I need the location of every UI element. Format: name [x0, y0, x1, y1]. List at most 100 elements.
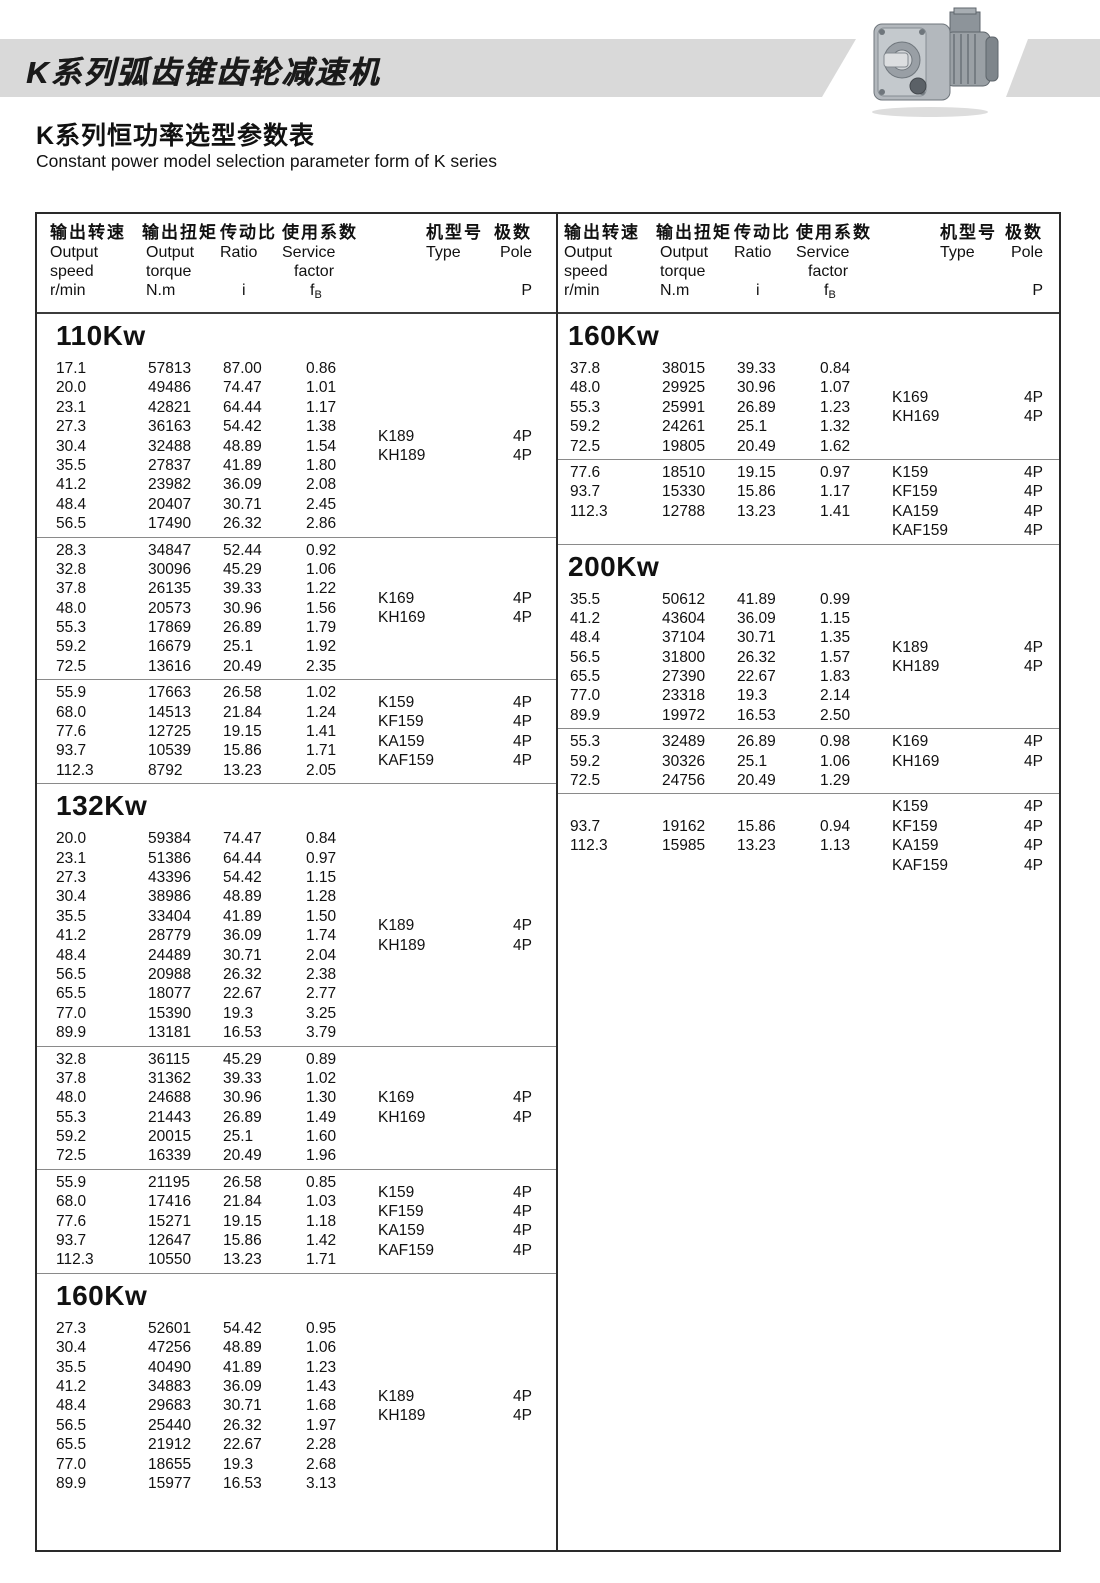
output-speed-value: 89.9: [56, 1474, 87, 1492]
ratio-value: 19.15: [737, 463, 776, 481]
header-factor-en2: factor: [294, 263, 335, 280]
data-block: 27.3 52601 54.42 0.95 30.4 47256 48.89 1.06 35.5…: [37, 1316, 556, 1497]
table-row: 77.0 15390 19.3 3.25: [50, 1004, 376, 1023]
service-factor-value: 1.13: [820, 837, 851, 855]
data-rows: 93.7 19162 15.86 0.94 112.3 15985 13.23 1.13: [564, 817, 890, 856]
type-row: K189 4P: [890, 638, 1059, 657]
output-speed-value: 93.7: [56, 742, 87, 760]
ratio-value: 45.29: [223, 560, 262, 578]
type-row: K159 4P: [376, 1183, 556, 1202]
type-name: K169: [378, 1089, 415, 1107]
output-torque-value: 28779: [148, 927, 192, 945]
table-row: 112.3 15985 13.23 1.13: [564, 836, 890, 855]
page-subtitle: Constant power model selection parameter…: [36, 151, 498, 171]
ratio-value: 48.89: [223, 888, 262, 906]
table-row: 55.3 21443 26.89 1.49: [50, 1108, 376, 1127]
output-speed-value: 17.1: [56, 360, 87, 377]
header-ratio-unit: i: [756, 282, 760, 299]
ratio-value: 30.96: [223, 1089, 262, 1107]
type-row: K189 4P: [376, 1387, 556, 1406]
type-name: K189: [378, 1387, 415, 1405]
output-speed-value: 30.4: [56, 1339, 87, 1357]
pole-value: 4P: [513, 1108, 532, 1126]
table-row: 48.4 37104 30.71 1.35: [564, 628, 890, 647]
output-torque-value: 21443: [148, 1108, 192, 1126]
type-list: K159 4P KF159 4P KA159 4P KAF159 4P: [376, 693, 556, 771]
column-header-type: 机型号 Type: [376, 223, 494, 305]
type-row: KA159 4P: [890, 502, 1059, 521]
output-torque-value: 18077: [148, 985, 192, 1003]
service-factor-value: 3.25: [306, 1004, 337, 1022]
table-row: 48.0 29925 30.96 1.07: [564, 378, 890, 397]
pole-value: 4P: [1024, 638, 1043, 656]
service-factor-value: 1.35: [820, 629, 851, 647]
output-speed-value: 93.7: [570, 483, 601, 501]
section-title: 160Kw: [56, 1279, 148, 1311]
type-row: KH169 4P: [376, 1108, 556, 1127]
output-torque-value: 32488: [148, 437, 192, 455]
service-factor-value: 1.54: [306, 437, 337, 455]
table-row: 55.3 17869 26.89 1.79: [50, 618, 376, 637]
service-factor-value: 0.89: [306, 1050, 337, 1068]
output-torque-value: 17663: [148, 684, 192, 702]
output-speed-value: 68.0: [56, 1193, 87, 1211]
type-name: K169: [892, 389, 929, 407]
service-factor-value: 1.02: [306, 684, 337, 702]
ratio-value: 54.42: [223, 418, 262, 436]
output-speed-value: 112.3: [56, 1251, 94, 1269]
output-torque-value: 29683: [148, 1397, 192, 1415]
service-factor-value: 1.68: [306, 1397, 337, 1415]
type-row: K169 4P: [376, 1088, 556, 1107]
type-name: KH189: [378, 447, 426, 465]
data-block: 35.5 50612 41.89 0.99 41.2 43604 36.09 1.15 48.4…: [558, 587, 1059, 730]
ratio-value: 13.23: [737, 502, 776, 520]
service-factor-value: 2.50: [820, 706, 851, 724]
ratio-value: 30.71: [737, 629, 776, 647]
column-header-service-factor: 使用系数 Service factor fB: [796, 223, 890, 305]
output-torque-value: 37104: [662, 629, 706, 647]
header-torque-en1: Output: [660, 244, 709, 261]
ratio-value: 13.23: [223, 761, 262, 779]
output-torque-value: 24756: [662, 772, 706, 790]
output-torque-value: 36115: [148, 1050, 190, 1068]
header-ratio-en1: Ratio: [734, 244, 772, 261]
table-header: 输出转速 Output speed r/min 输出扭矩 Output torq…: [558, 214, 1059, 314]
output-torque-value: 20988: [148, 965, 192, 983]
table-row: 48.4 24489 30.71 2.04: [50, 946, 376, 965]
pole-value: 4P: [1024, 389, 1043, 407]
table-row: 89.9 13181 16.53 3.79: [50, 1023, 376, 1042]
service-factor-value: 1.06: [306, 1339, 337, 1357]
ratio-value: 39.33: [223, 1069, 262, 1087]
ratio-value: 22.67: [223, 1436, 262, 1454]
table-row: 59.2 16679 25.1 1.92: [50, 637, 376, 656]
output-speed-value: 37.8: [56, 1069, 87, 1087]
type-list: K189 4P KH189 4P: [890, 638, 1059, 677]
type-name: KH189: [892, 658, 940, 676]
output-torque-value: 17490: [148, 515, 192, 533]
pole-value: 4P: [513, 427, 532, 445]
ratio-value: 15.86: [737, 817, 776, 835]
type-row: K169 4P: [890, 388, 1059, 407]
pole-value: 4P: [513, 1241, 532, 1259]
output-torque-value: 59384: [148, 830, 192, 848]
table-row: 30.4 38986 48.89 1.28: [50, 887, 376, 906]
type-name: K189: [892, 638, 929, 656]
column-header-output-torque: 输出扭矩 Output torque N.m: [656, 223, 734, 305]
service-factor-value: 1.71: [306, 1251, 337, 1269]
column-header-ratio: 传动比 Ratio x i: [734, 223, 796, 305]
table-row: 17.1 57813 87.00 0.86: [50, 359, 376, 378]
ratio-value: 26.32: [223, 965, 262, 983]
ratio-value: 20.49: [223, 657, 262, 675]
service-factor-value: 0.97: [306, 849, 337, 867]
output-speed-value: 112.3: [570, 837, 608, 855]
ratio-value: 87.00: [223, 360, 262, 377]
output-torque-value: 13616: [148, 657, 192, 675]
type-name: KF159: [378, 1202, 424, 1220]
table-row: 72.5 24756 20.49 1.29: [564, 771, 890, 790]
service-factor-value: 2.68: [306, 1455, 337, 1473]
table-row: 77.6 18510 19.15 0.97: [564, 463, 890, 482]
type-row: K159 4P: [890, 463, 1059, 482]
page-title: K系列恒功率选型参数表: [36, 122, 316, 150]
service-factor-value: 2.86: [306, 515, 337, 533]
output-torque-value: 29925: [662, 379, 706, 397]
